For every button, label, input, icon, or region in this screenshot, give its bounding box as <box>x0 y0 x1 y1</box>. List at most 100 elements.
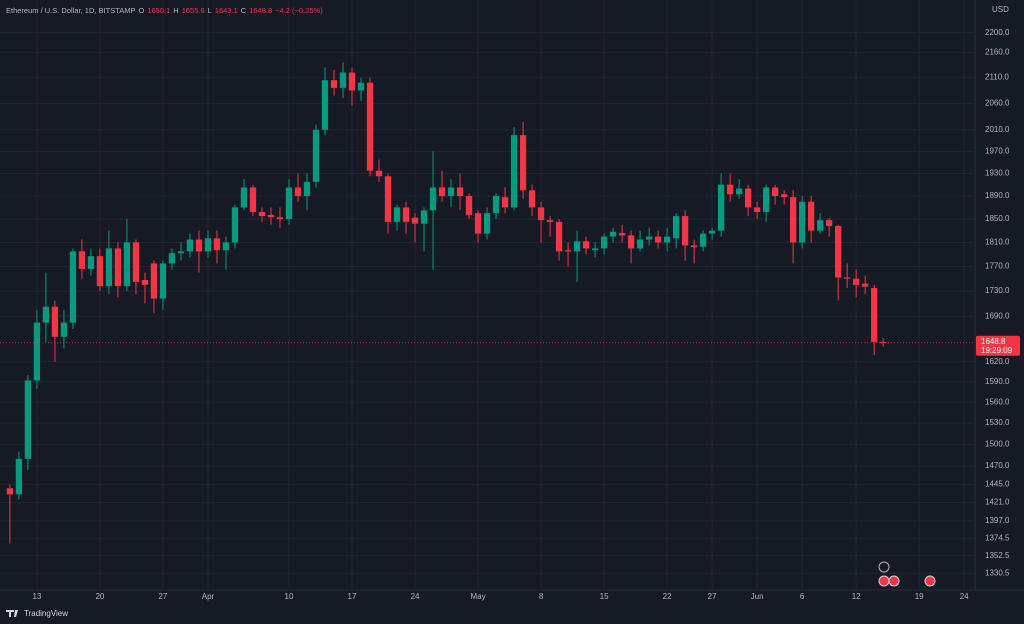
y-tick-label: 2200.0 <box>985 28 1010 37</box>
logo <box>6 610 18 617</box>
candle-body <box>222 242 230 251</box>
y-tick-label: 2060.0 <box>985 99 1010 108</box>
candle-body <box>384 176 392 222</box>
candle-body <box>168 253 176 264</box>
y-tick-label: 1620.0 <box>985 357 1010 366</box>
candle-body <box>294 187 302 196</box>
candle-body <box>681 216 689 246</box>
candle-body <box>438 187 446 196</box>
candle-body <box>15 458 23 495</box>
candle-body <box>6 488 14 495</box>
candle-body <box>303 181 311 196</box>
ohlc-prefix: L <box>207 6 212 15</box>
y-tick-label: 1930.0 <box>985 169 1010 178</box>
candle-body <box>285 187 293 219</box>
x-tick-label: 6 <box>800 592 805 601</box>
y-tick-label: 1330.5 <box>985 568 1010 577</box>
candle-body <box>141 279 149 285</box>
x-tick-label: 24 <box>411 592 420 601</box>
candle-body <box>663 236 671 243</box>
candle-body <box>645 236 653 240</box>
y-tick-label: 1352.5 <box>985 551 1010 560</box>
event-icon[interactable] <box>878 575 890 587</box>
y-tick-label: 1810.0 <box>985 238 1010 247</box>
candle-body <box>726 184 734 195</box>
candle-body <box>546 220 554 222</box>
x-tick-label: 19 <box>915 592 924 601</box>
x-tick-label: 12 <box>852 592 861 601</box>
candle-body <box>447 187 455 196</box>
x-tick-label: 20 <box>95 592 104 601</box>
y-tick-label: 1770.0 <box>985 262 1010 271</box>
y-tick-label: 1590.0 <box>985 377 1010 386</box>
candle-body <box>393 207 401 222</box>
candle-body <box>717 184 725 231</box>
y-tick-label: 1530.0 <box>985 418 1010 427</box>
candle-body <box>699 233 707 247</box>
candle-body <box>348 72 356 91</box>
candle-body <box>537 207 545 221</box>
price-label-bg <box>976 335 1020 356</box>
candle-body <box>807 201 815 231</box>
y-tick-label: 1850.0 <box>985 214 1010 223</box>
candle-body <box>510 135 518 208</box>
x-tick-label: May <box>470 592 485 601</box>
candle-body <box>105 248 113 287</box>
candle-body <box>835 225 842 278</box>
candle-body <box>582 241 590 249</box>
ohlc-prefix: C <box>240 6 247 15</box>
candle-body <box>240 187 248 208</box>
x-tick-label: Jun <box>751 592 764 601</box>
candle-body <box>853 278 860 285</box>
ohlc-value: 1648.8 <box>249 6 273 15</box>
candle-body <box>474 213 482 234</box>
candle-body <box>654 236 662 243</box>
candle-body <box>213 238 221 251</box>
candle-body <box>258 212 266 217</box>
ohlc-value: 1655.6 <box>181 6 205 15</box>
candle-body <box>753 207 761 213</box>
candle-body <box>429 187 437 211</box>
ohlc-prefix: O <box>138 6 145 15</box>
candle-body <box>321 80 329 130</box>
candle-body <box>519 135 527 191</box>
candle-body <box>573 241 581 252</box>
candle-body <box>789 197 797 243</box>
candle-body <box>880 341 887 343</box>
candle-body <box>69 251 77 323</box>
candle-body <box>456 187 464 196</box>
candle-body <box>159 263 167 299</box>
candle-body <box>177 251 185 254</box>
y-tick-label: 1470.0 <box>985 461 1010 470</box>
candle-body <box>51 306 59 337</box>
change: −4.2 (−0.25%) <box>275 6 323 15</box>
candle-body <box>501 197 509 208</box>
candle-body <box>708 230 716 234</box>
candle-body <box>87 256 95 269</box>
candle-body <box>826 220 833 226</box>
y-tick-label: 2010.0 <box>985 125 1010 134</box>
y-tick-label: 1445.0 <box>985 480 1010 489</box>
candle-body <box>339 72 347 88</box>
candle-body <box>150 263 158 299</box>
candle-body <box>609 231 617 237</box>
event-icon[interactable] <box>878 561 890 573</box>
candle-body <box>357 82 365 91</box>
event-icon[interactable] <box>924 575 936 587</box>
x-tick-label: 27 <box>708 592 717 601</box>
y-tick-label: 1374.5 <box>985 533 1010 542</box>
candle-body <box>555 221 563 252</box>
candle-body <box>96 256 104 287</box>
y-tick-label: 1730.0 <box>985 286 1010 295</box>
event-icon[interactable] <box>888 575 900 587</box>
x-tick-label: Apr <box>202 592 215 601</box>
ohlc-prefix: H <box>173 6 179 15</box>
candle-body <box>591 248 599 251</box>
candle-body <box>276 217 284 219</box>
candle-body <box>411 217 419 224</box>
candle-body <box>375 170 383 177</box>
y-tick-label: 1397.0 <box>985 516 1010 525</box>
candle-body <box>627 235 635 249</box>
